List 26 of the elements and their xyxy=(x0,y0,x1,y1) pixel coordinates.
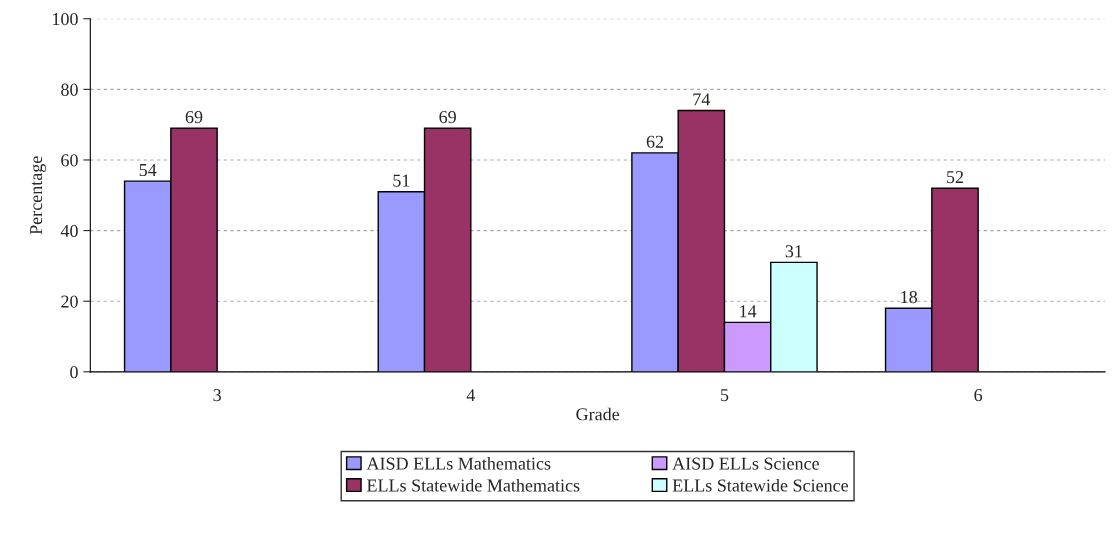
data-label: 62 xyxy=(646,135,664,148)
legend-label: AISD ELLs Science xyxy=(672,457,819,470)
data-label: 74 xyxy=(693,93,711,106)
data-label: 69 xyxy=(439,111,456,124)
x-tick-label: 6 xyxy=(974,389,983,402)
y-tick-label: 100 xyxy=(53,12,78,26)
data-label: 31 xyxy=(785,245,802,258)
data-label: 69 xyxy=(185,111,203,124)
x-tick-label: 4 xyxy=(466,389,476,402)
legend-label: AISD ELLs Mathematics xyxy=(366,457,551,470)
data-label: 51 xyxy=(393,174,410,187)
data-label: 18 xyxy=(901,291,918,304)
x-axis-title: Grade xyxy=(576,407,620,421)
x-tick-label: 5 xyxy=(721,389,729,402)
y-tick-label: 40 xyxy=(60,224,78,238)
legend-label: ELLs Statewide Science xyxy=(672,478,849,492)
y-tick-label: 60 xyxy=(61,154,78,167)
data-label: 14 xyxy=(740,305,757,318)
data-label: 54 xyxy=(139,164,157,177)
x-tick-label: 3 xyxy=(213,389,221,402)
data-label: 52 xyxy=(947,171,964,184)
y-tick-label: 20 xyxy=(61,295,78,308)
legend-label: ELLs Statewide Mathematics xyxy=(367,478,580,492)
y-tick-label: 0 xyxy=(70,366,78,379)
y-axis-title: Percentage xyxy=(30,156,46,235)
y-tick-label: 80 xyxy=(61,83,78,96)
